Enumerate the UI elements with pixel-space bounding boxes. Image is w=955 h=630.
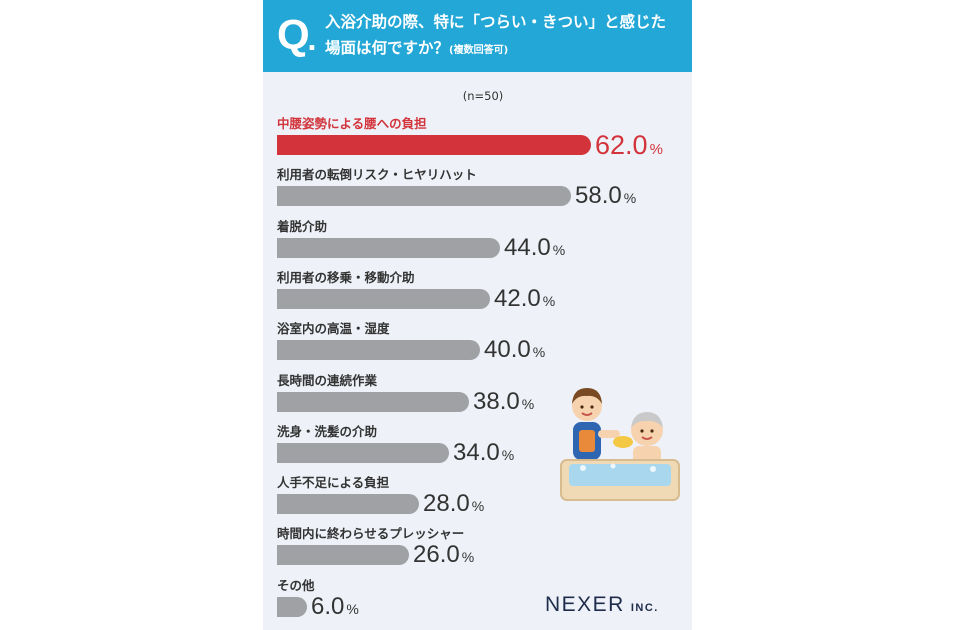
category-label: 洗身・洗髪の介助 xyxy=(277,423,378,439)
value-unit: % xyxy=(552,241,566,258)
question-text-line1: 入浴介助の際、特に「つらい・きつい」と感じた xyxy=(325,13,667,31)
bar xyxy=(277,494,419,515)
category-label: 長時間の連続作業 xyxy=(277,372,378,388)
bar xyxy=(277,340,480,361)
category-label: 時間内に終わらせるプレッシャー xyxy=(277,526,465,542)
value-number: 58.0 xyxy=(575,182,622,210)
category-label: その他 xyxy=(277,577,315,593)
value-label: 6.0% xyxy=(311,592,359,622)
question-mark-dot: . xyxy=(307,27,317,57)
category-label: 浴室内の高温・湿度 xyxy=(277,321,390,337)
value-number: 34.0 xyxy=(453,438,500,466)
value-label: 40.0% xyxy=(484,335,545,365)
bar xyxy=(277,135,591,155)
value-label: 42.0% xyxy=(494,284,555,314)
bar-chart: 中腰姿勢による腰への負担 62.0% 利用者の転倒リスク・ヒヤリハット 58.0% 着脱… xyxy=(263,0,692,630)
value-number: 62.0 xyxy=(595,130,648,160)
bar xyxy=(277,596,307,617)
bar xyxy=(277,288,490,309)
value-label: 26.0% xyxy=(413,540,474,570)
question-header: Q . 入浴介助の際、特に「つらい・きつい」と感じた 場面は何ですか？(複数回答… xyxy=(263,0,692,72)
company-logo: NEXER INC. xyxy=(545,590,685,620)
question-text-line2-main: 場面は何ですか？ xyxy=(325,39,450,57)
value-label: 44.0% xyxy=(504,233,565,263)
value-unit: % xyxy=(532,344,546,361)
logo-suffix: INC. xyxy=(630,602,659,614)
bar xyxy=(277,237,500,258)
bar xyxy=(277,545,409,566)
sample-size: (n=50) xyxy=(462,89,504,103)
value-number: 44.0 xyxy=(504,233,551,261)
bar xyxy=(277,442,449,463)
category-label: 人手不足による負担 xyxy=(277,475,390,491)
value-unit: % xyxy=(521,395,535,412)
value-unit: % xyxy=(501,446,515,463)
value-number: 40.0 xyxy=(484,336,531,364)
value-label: 28.0% xyxy=(423,489,484,519)
value-unit: % xyxy=(461,549,475,566)
value-unit: % xyxy=(346,600,359,617)
category-label: 中腰姿勢による腰への負担 xyxy=(277,116,427,131)
bathing-care-illustration xyxy=(560,388,680,501)
value-number: 42.0 xyxy=(494,284,541,312)
question-text-line2: 場面は何ですか？(複数回答可) xyxy=(325,36,685,60)
value-number: 6.0 xyxy=(311,592,345,620)
value-number: 38.0 xyxy=(473,387,520,415)
value-number: 26.0 xyxy=(413,541,460,569)
value-label: 34.0% xyxy=(453,438,514,468)
value-unit: % xyxy=(471,498,485,515)
survey-card: Q . 入浴介助の際、特に「つらい・きつい」と感じた 場面は何ですか？(複数回答… xyxy=(263,0,692,630)
value-number: 28.0 xyxy=(423,490,470,518)
bar xyxy=(277,186,571,207)
value-unit: % xyxy=(623,190,637,207)
category-label: 利用者の転倒リスク・ヒヤリハット xyxy=(277,167,477,183)
value-label: 62.0% xyxy=(595,130,663,160)
question-note: (複数回答可) xyxy=(449,45,509,56)
category-label: 着脱介助 xyxy=(277,218,328,234)
value-unit: % xyxy=(542,292,556,309)
question-mark: Q xyxy=(277,11,310,58)
category-label: 利用者の移乗・移動介助 xyxy=(277,269,415,285)
value-label: 38.0% xyxy=(473,387,534,417)
logo-name: NEXER xyxy=(545,593,625,616)
value-label: 58.0% xyxy=(575,181,636,211)
value-unit: % xyxy=(649,141,663,158)
bar xyxy=(277,391,469,412)
